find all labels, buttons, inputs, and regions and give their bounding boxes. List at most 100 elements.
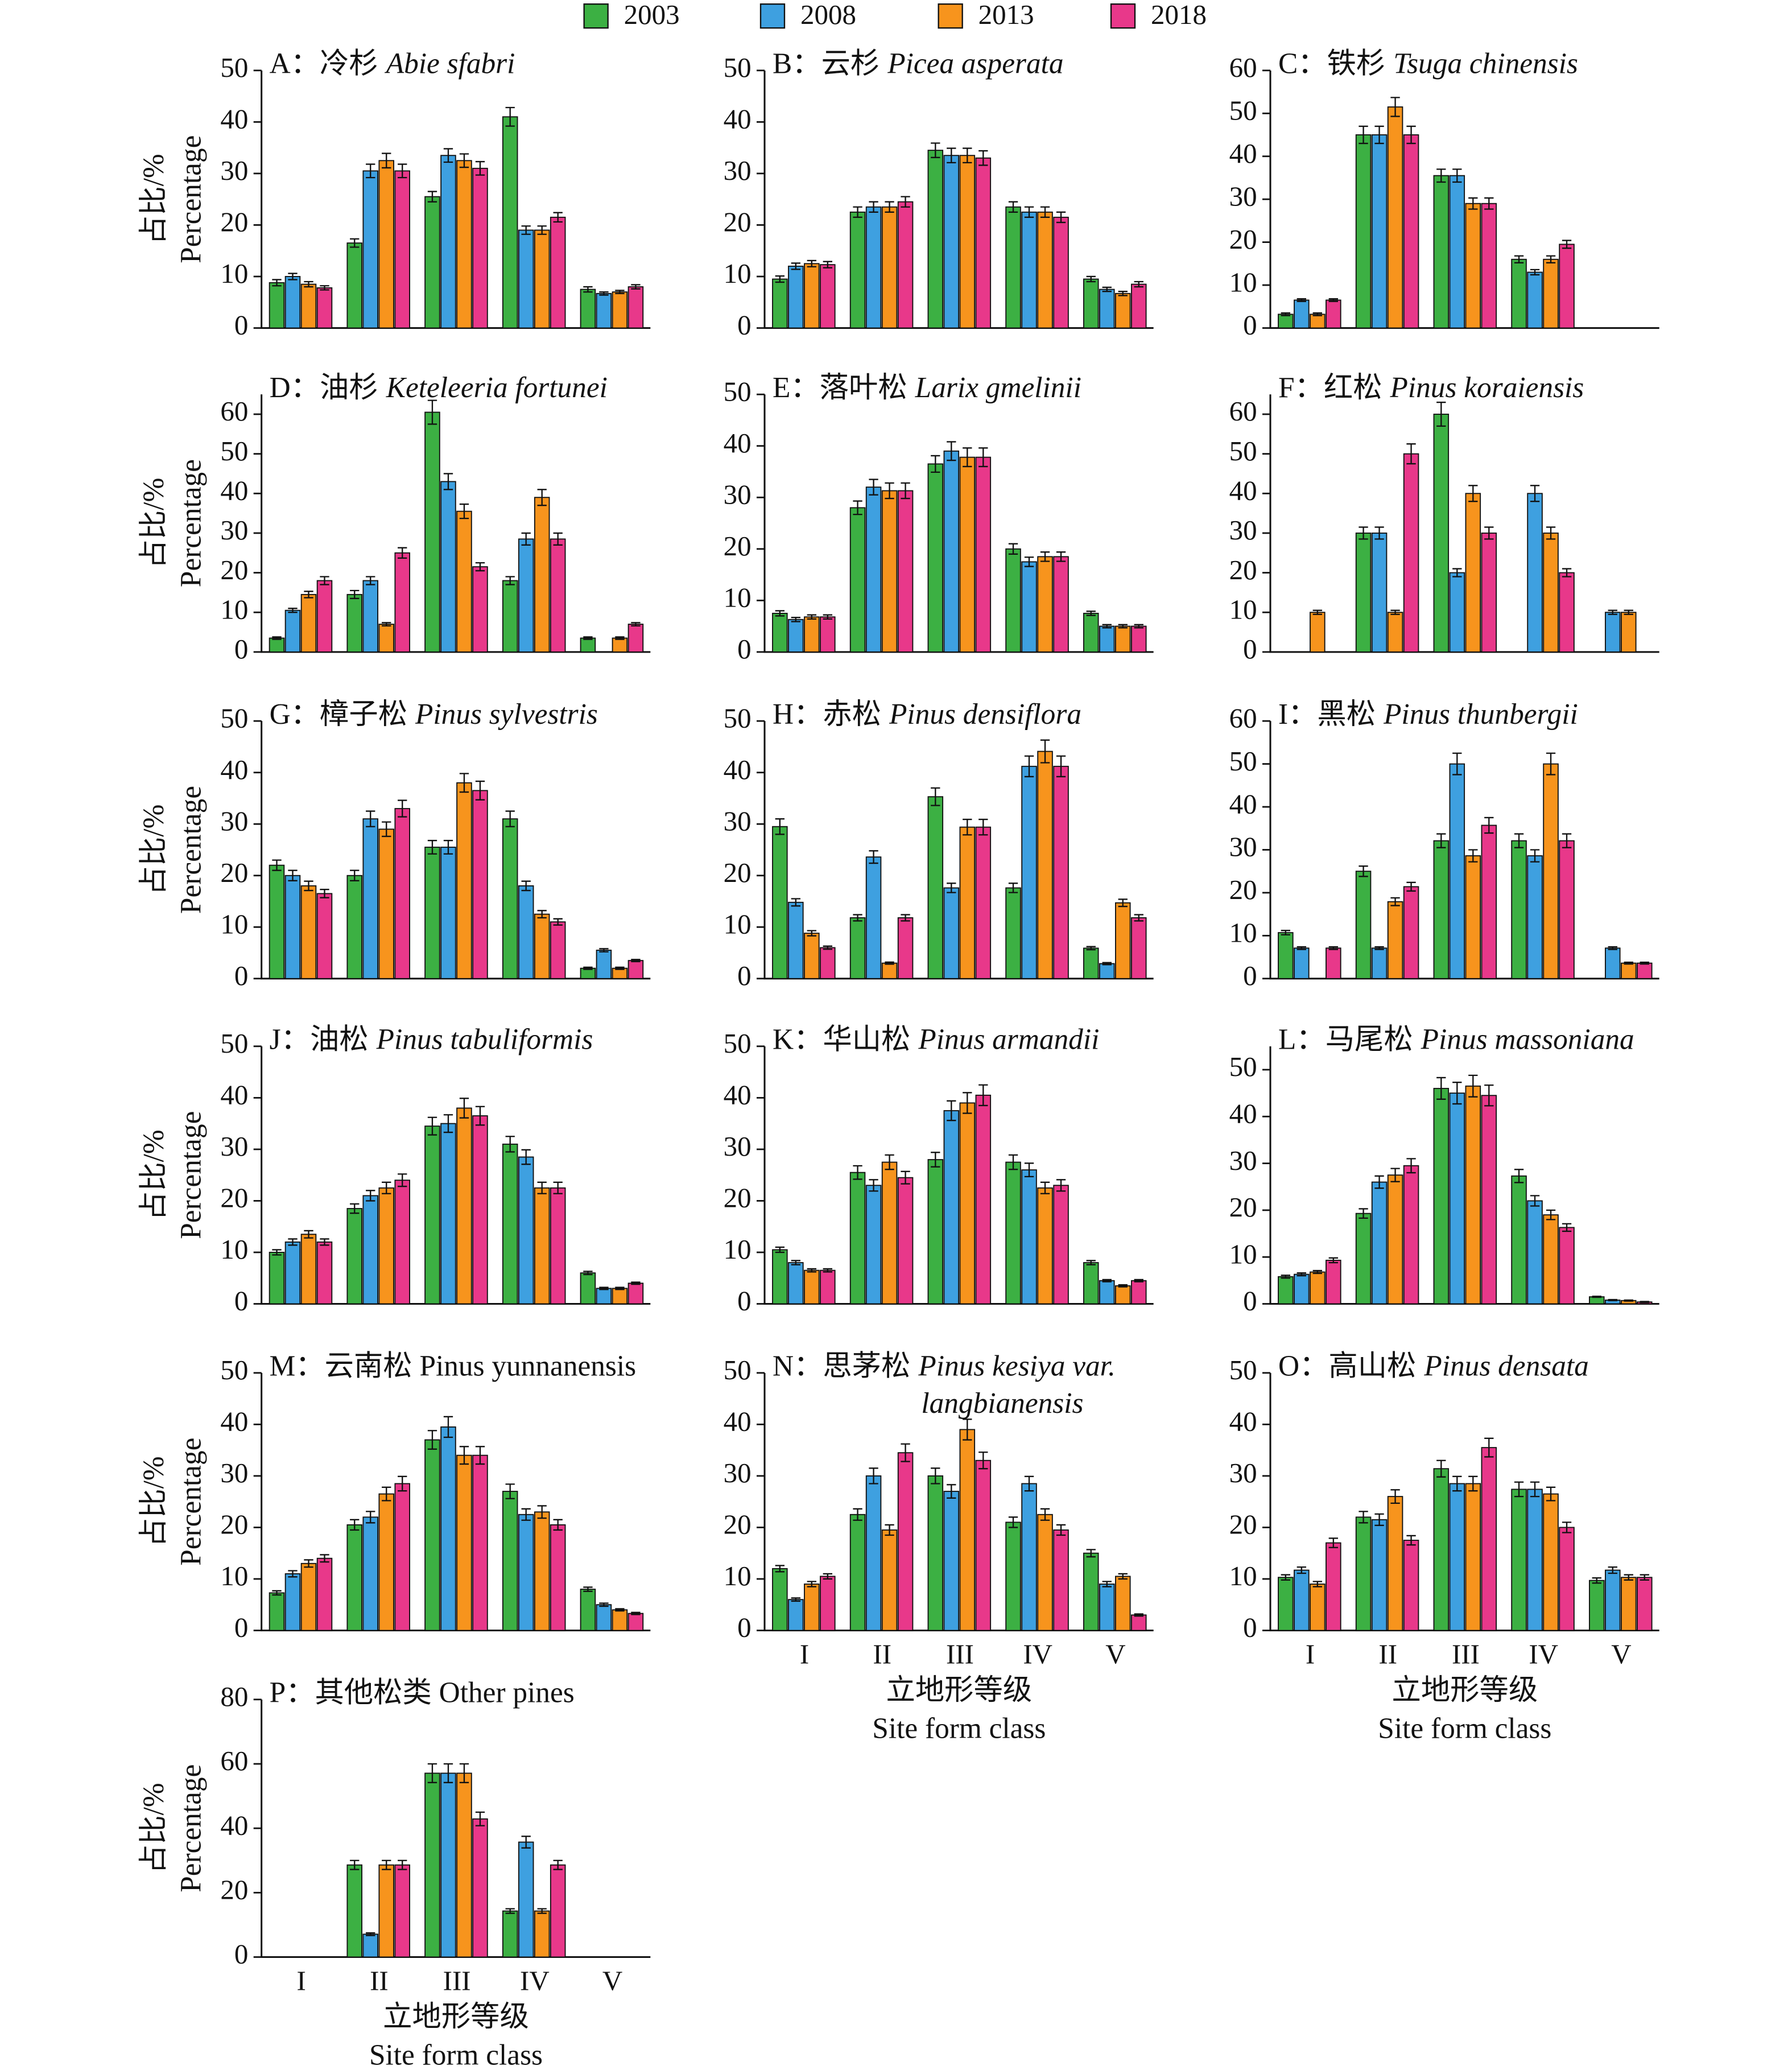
- y-tick-label: 20: [220, 207, 248, 238]
- bar: [881, 490, 898, 653]
- bar: [518, 885, 534, 979]
- error-bar: [537, 910, 547, 919]
- error-bar: [947, 147, 956, 164]
- bar: [849, 1172, 866, 1305]
- error-bar: [1640, 961, 1649, 965]
- error-bar: [1436, 833, 1446, 848]
- bar: [284, 875, 301, 979]
- legend-swatch: [583, 3, 609, 29]
- x-tick-label: I: [297, 1965, 306, 1996]
- error-bar: [1281, 930, 1290, 936]
- bar: [456, 1107, 472, 1305]
- error-bar: [382, 622, 391, 627]
- bar: [1433, 1468, 1450, 1631]
- bar: [362, 580, 379, 653]
- bar: [550, 921, 566, 979]
- bar: [362, 1195, 379, 1305]
- error-bar: [1374, 946, 1384, 950]
- y-tick-label: 30: [1229, 514, 1257, 546]
- bar: [927, 150, 944, 329]
- bar: [518, 1841, 534, 1958]
- error-bar: [398, 799, 407, 818]
- y-tick-label: 50: [220, 702, 248, 733]
- title-main: I：黑松: [1278, 698, 1376, 731]
- y-tick-label: 20: [220, 857, 248, 888]
- bar: [1527, 271, 1543, 329]
- bar: [788, 1262, 804, 1305]
- y-tick-label: 20: [220, 1182, 248, 1214]
- bar: [1278, 932, 1294, 979]
- bar: [612, 291, 628, 329]
- bar: [550, 1864, 566, 1958]
- title-main: K：华山松: [773, 1023, 910, 1055]
- error-bar: [1024, 755, 1034, 778]
- y-tick-label: 20: [1229, 874, 1257, 905]
- y-tick-label: 30: [724, 155, 752, 186]
- x-axis-label: 立地形等级: [383, 2001, 529, 2033]
- y-axis-label: Percentage: [175, 1764, 207, 1892]
- bar: [284, 1241, 301, 1305]
- error-bar: [1452, 752, 1462, 776]
- bar: [1527, 1488, 1543, 1631]
- error-bar: [978, 818, 988, 836]
- y-tick-label: 10: [1229, 1238, 1257, 1269]
- error-bar: [1608, 946, 1617, 950]
- y-axis-label: 占比/%: [138, 478, 170, 569]
- bar: [975, 456, 992, 653]
- y-tick-label: 10: [220, 909, 248, 940]
- error-bar: [1546, 1209, 1556, 1220]
- error-bar: [1374, 125, 1384, 145]
- bar: [424, 1125, 440, 1305]
- error-bar: [807, 1268, 816, 1273]
- error-bar: [320, 1238, 329, 1246]
- bar: [269, 637, 285, 653]
- legend-label: 2013: [978, 0, 1034, 30]
- bar: [1115, 1576, 1131, 1631]
- y-tick-label: 30: [1229, 1145, 1257, 1176]
- error-bar: [1514, 1481, 1524, 1498]
- bar: [424, 411, 440, 653]
- error-bar: [1008, 1516, 1018, 1528]
- panel: 0 10 20 30 40 50 60 F：红松 Pinus koraiensis: [1229, 372, 1659, 665]
- bar: [927, 463, 944, 653]
- x-tick-label: II: [1378, 1638, 1397, 1669]
- error-bar: [1374, 1175, 1384, 1189]
- error-bar: [1562, 240, 1572, 249]
- bar: [1294, 299, 1310, 329]
- y-tick-label: 60: [1229, 702, 1257, 733]
- error-bar: [901, 914, 910, 922]
- bar: [1099, 963, 1115, 979]
- bar: [1605, 612, 1621, 653]
- error-bar: [272, 636, 282, 640]
- error-bar: [823, 261, 832, 269]
- bar: [959, 1102, 976, 1305]
- error-bar: [1102, 1279, 1112, 1283]
- error-bar: [521, 1508, 531, 1521]
- bar: [1083, 278, 1099, 329]
- error-bar: [382, 1486, 391, 1502]
- title-latin: Pinus armandii: [918, 1023, 1099, 1055]
- bar: [1559, 840, 1575, 979]
- error-bar: [288, 1570, 298, 1578]
- bar: [849, 211, 866, 329]
- y-tick-label: 30: [724, 479, 752, 510]
- bar: [1131, 1614, 1147, 1631]
- bar: [378, 1493, 395, 1631]
- error-bar: [304, 281, 313, 288]
- error-bar: [823, 1268, 832, 1273]
- bar: [502, 818, 518, 979]
- bar: [1449, 1092, 1465, 1305]
- bar: [1005, 548, 1021, 653]
- x-tick-label: IV: [1529, 1638, 1558, 1669]
- error-bar: [947, 1100, 956, 1121]
- error-bar: [1040, 739, 1050, 764]
- error-bar: [807, 1581, 816, 1587]
- error-bar: [320, 576, 329, 585]
- bar: [627, 1613, 644, 1631]
- title-latin: Pinus densiflora: [889, 698, 1081, 731]
- legend-swatch: [759, 3, 786, 29]
- error-bar: [1390, 1168, 1400, 1182]
- bar: [378, 1187, 395, 1305]
- error-bar: [1328, 1537, 1338, 1548]
- bar: [316, 1241, 333, 1305]
